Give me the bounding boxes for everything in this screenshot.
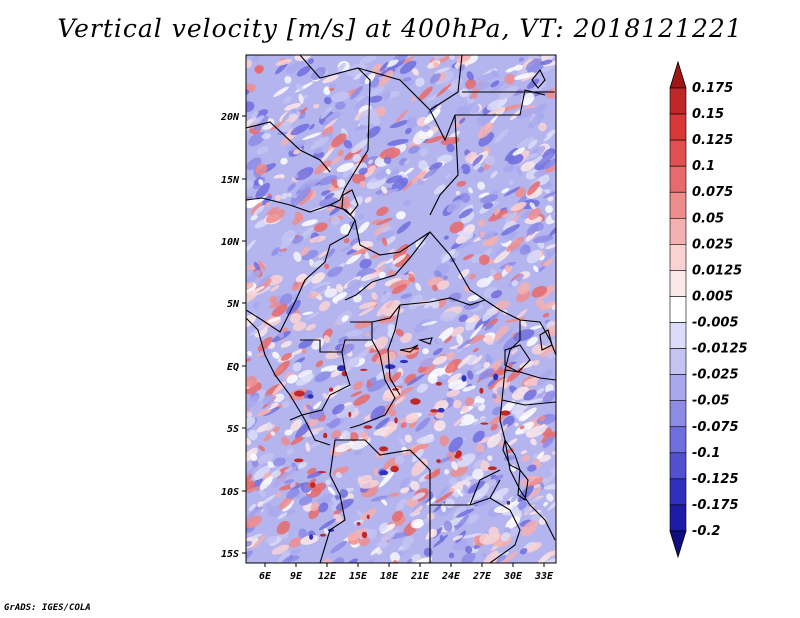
colorbar-swatch: [669, 400, 687, 428]
longitude-axis: 6E 9E 12E 15E 18E 21E 24E 27E 30E 33E: [259, 563, 554, 582]
colorbar-swatch: [669, 374, 687, 402]
colorbar-swatch: [669, 452, 687, 480]
colorbar-swatch: [669, 191, 687, 219]
colorbar-label: 0.125: [692, 133, 733, 148]
lat-label-15s: 15S: [221, 549, 239, 560]
lon-label-33e: 33E: [534, 571, 554, 582]
colorbar-label: -0.025: [692, 368, 739, 383]
lon-label-15e: 15E: [349, 571, 368, 582]
lon-label-6e: 6E: [259, 571, 272, 582]
colorbar-swatch: [669, 426, 687, 454]
lat-label-15n: 15N: [221, 175, 240, 186]
colorbar-label: -0.125: [692, 472, 739, 487]
colorbar-label: -0.075: [692, 420, 739, 435]
colorbar: 0.175 0.15 0.125 0.1 0.075 0.05 0.025 0.0125 0.0…: [669, 60, 748, 559]
lon-label-21e: 21E: [410, 571, 430, 582]
velocity-blobs: [246, 55, 556, 563]
lon-label-30e: 30E: [503, 571, 523, 582]
colorbar-label: -0.175: [692, 498, 739, 513]
colorbar-swatch: [669, 113, 687, 141]
colorbar-swatch: [669, 244, 687, 271]
colorbar-swatch: [669, 270, 687, 297]
colorbar-label: 0.0125: [692, 263, 742, 278]
lat-label-5n: 5N: [227, 299, 240, 310]
colorbar-max-arrow: [669, 60, 687, 89]
lat-label-10s: 10S: [221, 487, 239, 498]
colorbar-label: 0.15: [692, 107, 724, 122]
colorbar-swatch: [669, 165, 687, 193]
lat-label-20n: 20N: [220, 112, 240, 123]
country-borders: [246, 55, 556, 563]
colorbar-label: -0.005: [692, 316, 739, 331]
colorbar-label: 0.1: [692, 159, 715, 174]
colorbar-swatch: [669, 348, 687, 375]
grads-credit: GrADS: IGES/COLA: [4, 603, 91, 613]
colorbar-label: 0.005: [692, 289, 733, 304]
colorbar-swatch: [669, 504, 687, 532]
colorbar-swatch: [669, 296, 687, 323]
colorbar-swatch: [669, 139, 687, 167]
lat-label-5s: 5S: [227, 424, 239, 435]
colorbar-swatch: [669, 322, 687, 349]
colorbar-swatch: [669, 217, 687, 245]
lon-label-18e: 18E: [380, 571, 399, 582]
colorbar-label: -0.0125: [692, 342, 748, 357]
lon-label-24e: 24E: [441, 571, 461, 582]
lat-label-eq: EQ: [227, 362, 239, 373]
latitude-axis: 20N 15N 10N 5N EQ 5S 10S 15S: [220, 112, 246, 560]
colorbar-label: 0.075: [692, 185, 733, 200]
colorbar-label: -0.05: [692, 394, 729, 409]
colorbar-min-arrow: [669, 530, 687, 559]
colorbar-label: 0.05: [692, 211, 724, 226]
velocity-field: [246, 55, 556, 563]
lon-label-9e: 9E: [290, 571, 303, 582]
colorbar-label: -0.2: [692, 524, 720, 539]
colorbar-label: -0.1: [692, 446, 720, 461]
map-title: Vertical velocity [m/s] at 400hPa, VT: 2…: [57, 14, 743, 43]
lon-label-12e: 12E: [318, 571, 337, 582]
colorbar-swatch: [669, 478, 687, 506]
plot-frame: [245, 54, 557, 564]
lat-label-10n: 10N: [221, 237, 240, 248]
colorbar-label: 0.025: [692, 237, 733, 252]
colorbar-label: 0.175: [692, 81, 733, 96]
lon-label-27e: 27E: [472, 571, 492, 582]
colorbar-swatch: [669, 87, 687, 115]
